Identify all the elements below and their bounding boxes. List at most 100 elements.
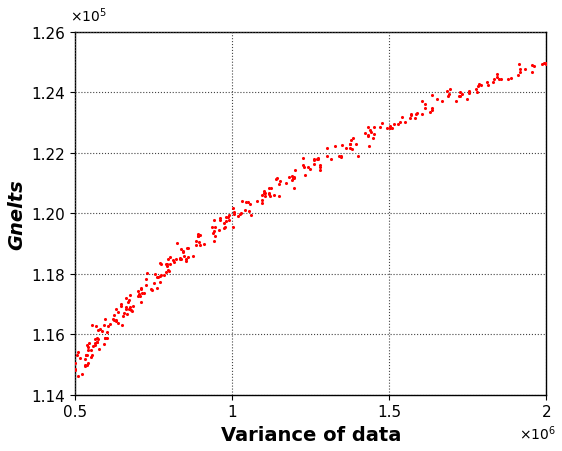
Point [83, 352, 92, 359]
Point [210, 238, 219, 245]
Point [222, 218, 231, 226]
Point [366, 129, 375, 137]
Point [129, 302, 138, 309]
Point [230, 212, 239, 219]
Point [244, 208, 253, 216]
Point [312, 156, 321, 163]
Point [179, 248, 188, 255]
Point [393, 121, 402, 128]
Point [182, 256, 191, 263]
Point [337, 153, 346, 160]
Point [425, 110, 434, 117]
Point [121, 294, 130, 301]
Point [427, 107, 436, 115]
Point [421, 105, 430, 112]
Point [93, 335, 102, 342]
Point [417, 98, 426, 106]
Point [162, 261, 171, 268]
Point [346, 141, 355, 148]
Point [410, 115, 419, 122]
Point [135, 293, 144, 300]
Point [265, 190, 274, 197]
Point [472, 89, 481, 97]
Point [413, 110, 422, 118]
Point [117, 301, 126, 308]
Point [100, 322, 109, 329]
Point [258, 200, 267, 207]
Point [92, 335, 101, 342]
Point [94, 346, 103, 353]
Point [193, 233, 202, 240]
Point [383, 124, 392, 132]
Point [275, 178, 284, 185]
Point [443, 93, 452, 100]
Point [126, 306, 135, 313]
Point [211, 233, 220, 240]
Point [126, 291, 135, 299]
Point [418, 111, 427, 119]
Point [219, 225, 228, 232]
Point [529, 64, 538, 71]
Point [456, 93, 465, 101]
Point [284, 174, 293, 181]
Point [136, 285, 145, 293]
Point [179, 253, 188, 260]
Point [118, 313, 127, 320]
Point [111, 318, 120, 325]
Point [155, 279, 164, 286]
Point [219, 220, 228, 227]
Point [474, 81, 483, 88]
Point [221, 224, 230, 231]
Point [134, 292, 143, 299]
Point [274, 193, 283, 200]
Point [165, 260, 174, 267]
Point [192, 242, 201, 249]
Point [175, 256, 184, 263]
Point [112, 317, 121, 324]
Point [260, 190, 269, 198]
Point [364, 124, 373, 131]
Point [149, 280, 158, 287]
Point [80, 363, 89, 370]
Point [493, 74, 502, 81]
Point [542, 61, 551, 68]
Point [101, 335, 110, 342]
Point [266, 185, 275, 192]
Point [125, 306, 134, 313]
Text: $\times 10^6$: $\times 10^6$ [519, 424, 556, 442]
Point [75, 355, 84, 362]
Point [224, 214, 233, 221]
Point [146, 286, 155, 293]
Point [515, 66, 524, 74]
Point [472, 86, 481, 93]
Point [97, 328, 106, 335]
Point [221, 214, 230, 221]
Point [341, 145, 350, 152]
Point [210, 216, 219, 224]
Point [137, 290, 146, 297]
Point [438, 98, 447, 105]
Point [93, 327, 102, 334]
Point [433, 97, 442, 104]
Point [493, 71, 502, 78]
Point [150, 271, 159, 278]
Point [89, 342, 98, 350]
Point [141, 276, 150, 283]
Point [92, 339, 101, 346]
Point [194, 239, 203, 247]
Point [124, 297, 133, 304]
Point [194, 232, 203, 239]
Point [265, 191, 274, 198]
Point [455, 94, 464, 101]
Point [316, 167, 325, 174]
Point [210, 224, 219, 231]
Point [195, 232, 204, 239]
Point [90, 340, 99, 347]
X-axis label: Variance of data: Variance of data [220, 425, 401, 444]
Point [153, 285, 162, 292]
Point [405, 115, 414, 122]
Point [236, 210, 245, 217]
Point [127, 307, 136, 314]
Point [540, 60, 549, 68]
Point [465, 90, 474, 97]
